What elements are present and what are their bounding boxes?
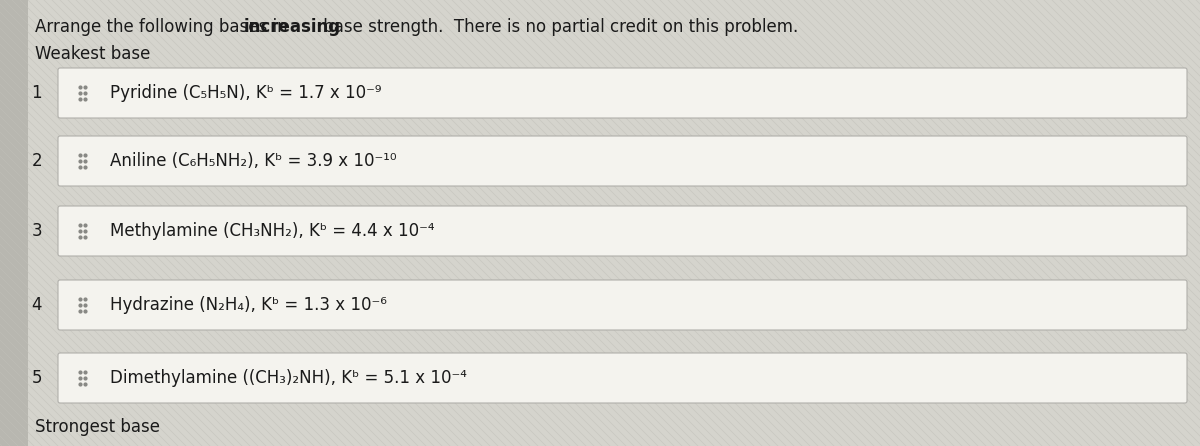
FancyBboxPatch shape — [58, 280, 1187, 330]
Text: 2: 2 — [31, 152, 42, 170]
FancyBboxPatch shape — [58, 68, 1187, 118]
Text: Hydrazine (N₂H₄), Kᵇ = 1.3 x 10⁻⁶: Hydrazine (N₂H₄), Kᵇ = 1.3 x 10⁻⁶ — [110, 296, 386, 314]
FancyBboxPatch shape — [58, 353, 1187, 403]
Text: 5: 5 — [31, 369, 42, 387]
Text: Arrange the following bases in: Arrange the following bases in — [35, 18, 293, 36]
Text: Methylamine (CH₃NH₂), Kᵇ = 4.4 x 10⁻⁴: Methylamine (CH₃NH₂), Kᵇ = 4.4 x 10⁻⁴ — [110, 222, 434, 240]
Text: 1: 1 — [31, 84, 42, 102]
Text: Dimethylamine ((CH₃)₂NH), Kᵇ = 5.1 x 10⁻⁴: Dimethylamine ((CH₃)₂NH), Kᵇ = 5.1 x 10⁻… — [110, 369, 467, 387]
Text: 4: 4 — [31, 296, 42, 314]
Text: Pyridine (C₅H₅N), Kᵇ = 1.7 x 10⁻⁹: Pyridine (C₅H₅N), Kᵇ = 1.7 x 10⁻⁹ — [110, 84, 382, 102]
Text: 3: 3 — [31, 222, 42, 240]
FancyBboxPatch shape — [58, 136, 1187, 186]
Text: Weakest base: Weakest base — [35, 45, 150, 63]
Text: base strength.  There is no partial credit on this problem.: base strength. There is no partial credi… — [318, 18, 798, 36]
Text: Strongest base: Strongest base — [35, 418, 160, 436]
Text: Aniline (C₆H₅NH₂), Kᵇ = 3.9 x 10⁻¹⁰: Aniline (C₆H₅NH₂), Kᵇ = 3.9 x 10⁻¹⁰ — [110, 152, 397, 170]
Bar — [0, 0, 28, 446]
FancyBboxPatch shape — [58, 206, 1187, 256]
Text: increasing: increasing — [244, 18, 341, 36]
